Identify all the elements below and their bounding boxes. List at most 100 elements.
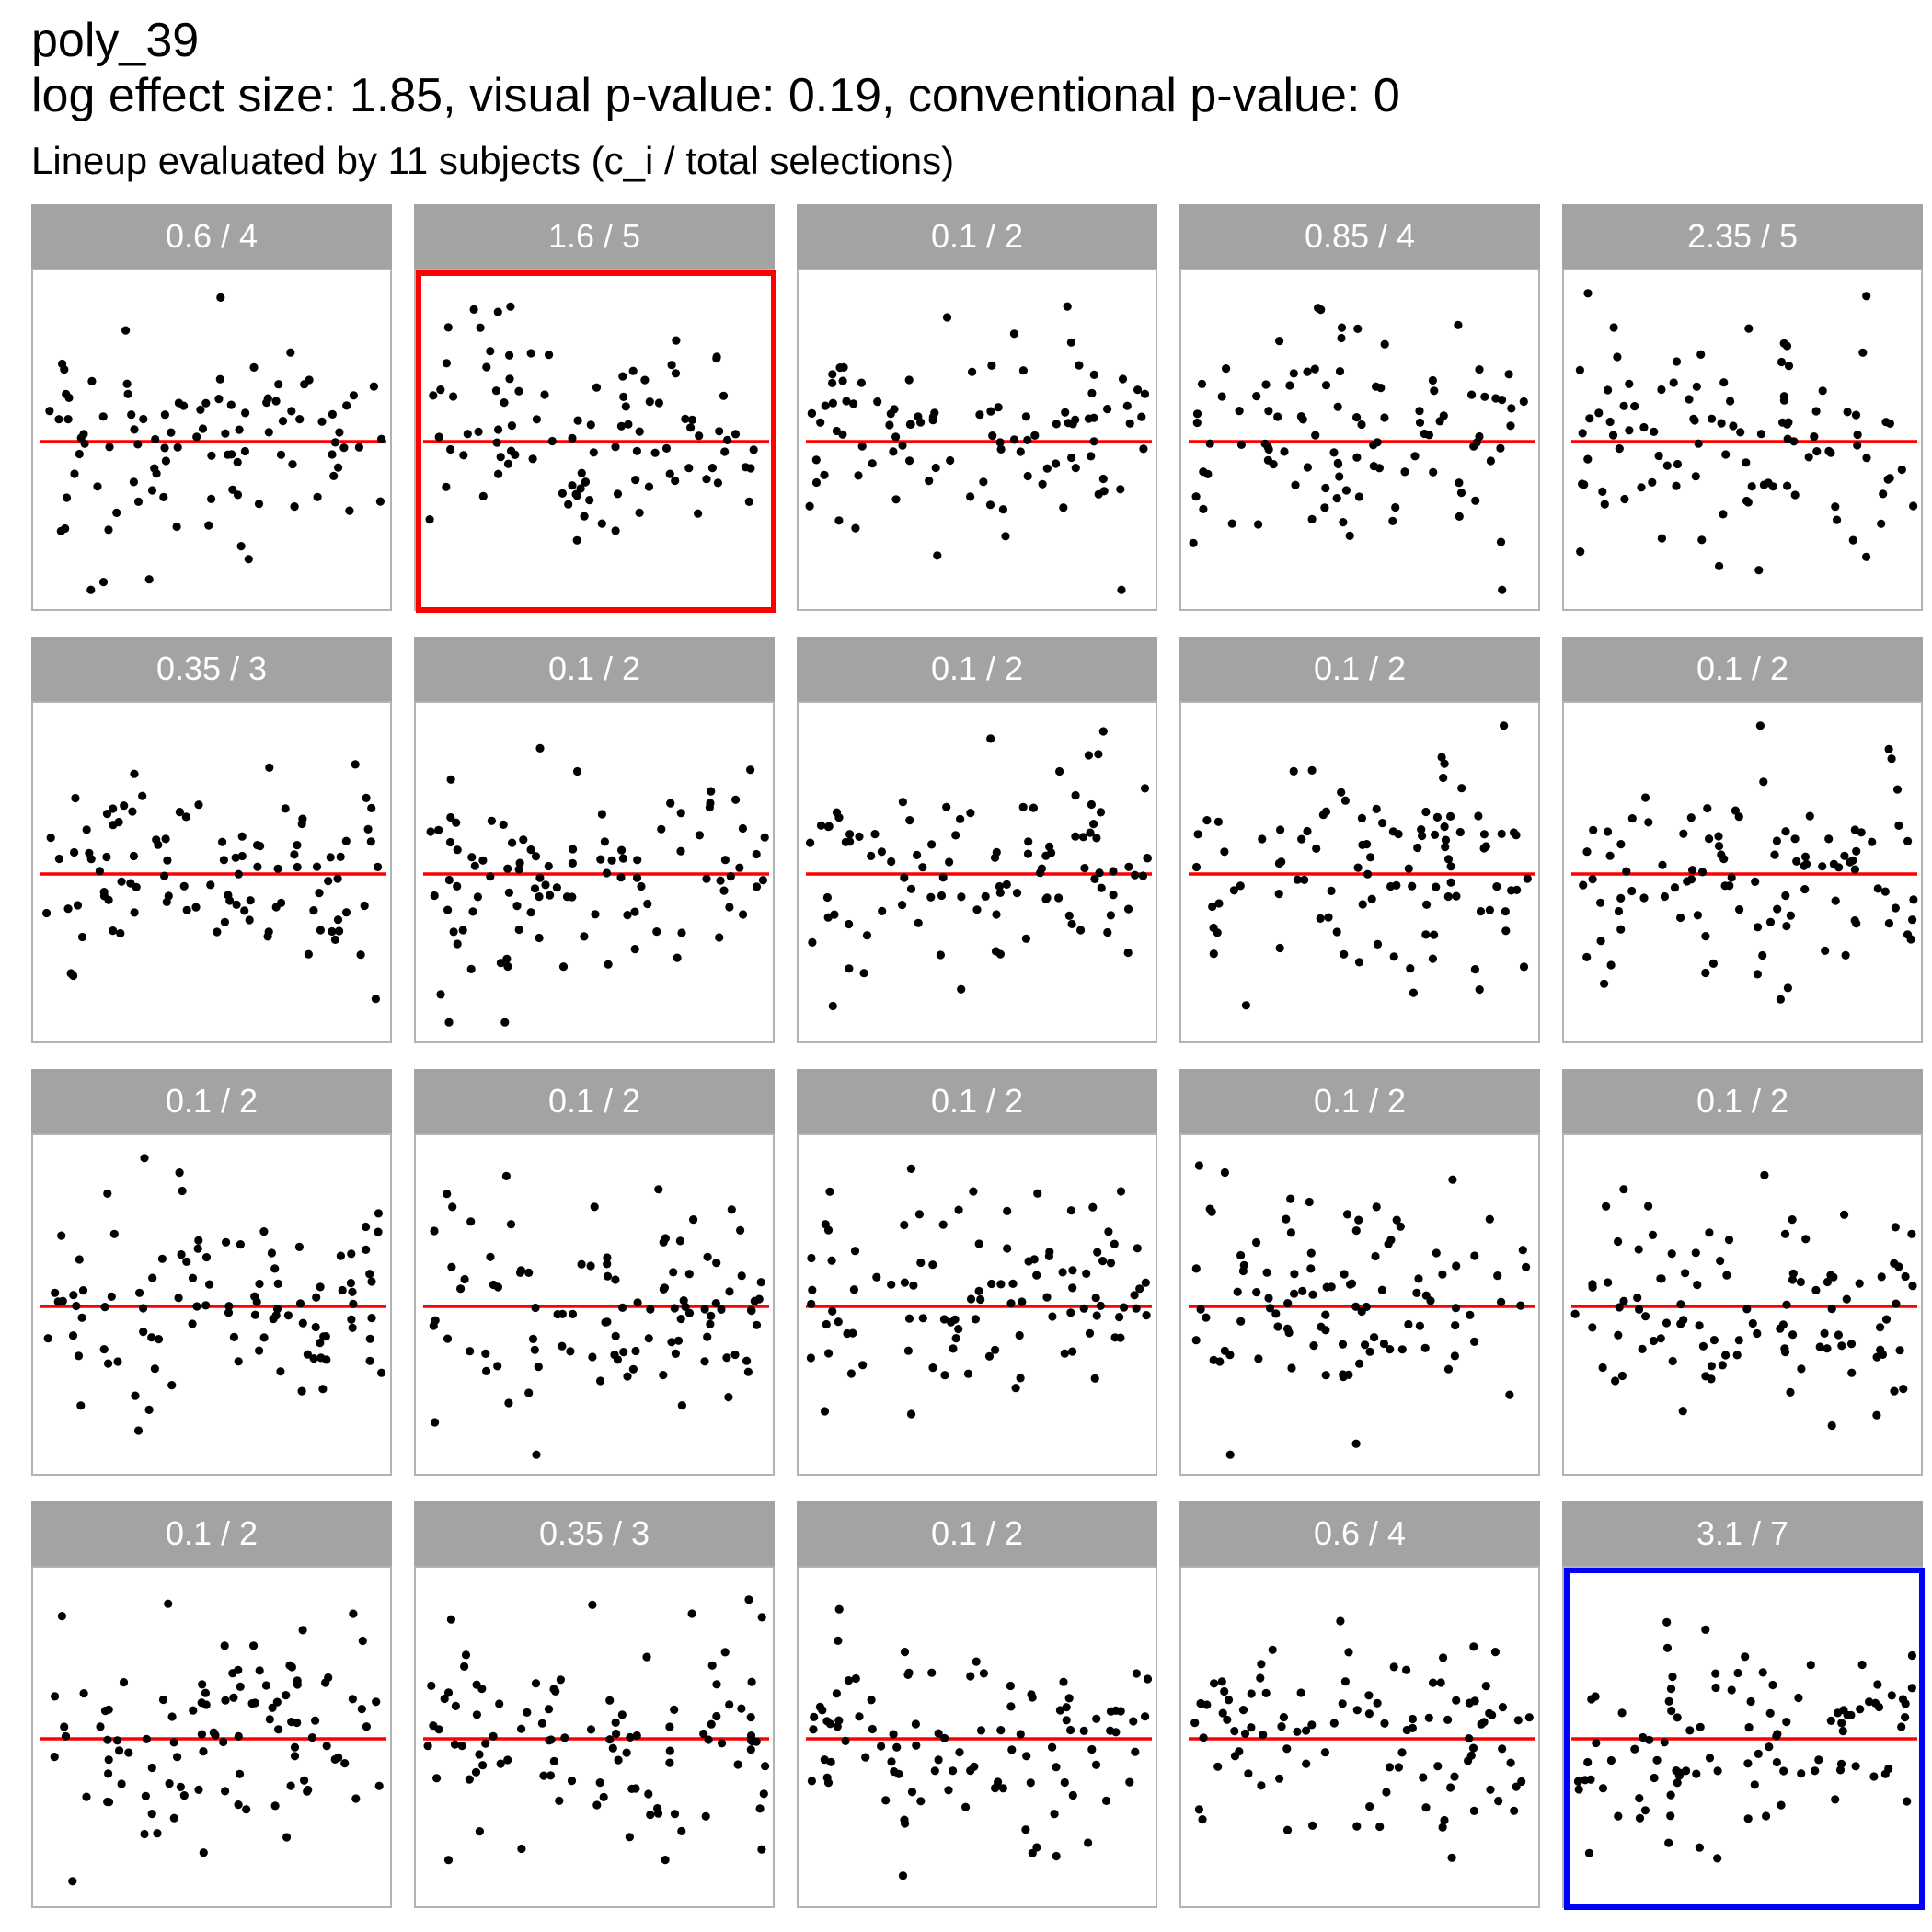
scatter-point [281,804,290,813]
scatter-point [434,432,443,442]
scatter-point [494,425,503,434]
facet-plot-area [1179,269,1540,611]
scatter-point [558,1309,567,1318]
scatter-point [1783,420,1792,429]
scatter-point [1852,846,1861,856]
scatter-point [1506,421,1515,431]
scatter-point [267,1248,276,1258]
scatter-point [974,1239,983,1248]
scatter-point [476,323,485,332]
scatter-point [1575,365,1584,374]
scatter-point [1676,913,1685,923]
scatter-point [443,1334,453,1343]
scatter-point [1199,1733,1208,1742]
scatter-point [1293,1727,1302,1736]
scatter-point [1096,1301,1105,1310]
scatter-point [592,1800,602,1810]
scatter-point [1750,1780,1759,1789]
scatter-point [569,845,578,854]
scatter-point [1858,348,1868,357]
chart-caption: Lineup evaluated by 11 subjects (c_i / t… [31,139,955,182]
scatter-point [138,791,147,800]
scatter-point [201,1253,212,1262]
scatter-point [1850,916,1859,926]
scatter-point [628,1364,638,1374]
scatter-point [1588,1323,1597,1332]
scatter-point [174,1294,183,1303]
scatter-point [129,851,138,861]
scatter-point [1123,948,1133,958]
facet-strip-label: 0.1 / 2 [31,1501,392,1566]
scatter-point [720,447,730,456]
scatter-point [481,1349,490,1358]
scatter-point [1754,923,1763,932]
scatter-point [1720,881,1730,891]
scatter-point [1589,825,1598,834]
facet-panel-17: 0.35 / 3 [414,1501,775,1908]
scatter-point [71,793,80,803]
scatter-point [1338,1340,1348,1349]
scatter-point [746,1731,756,1741]
scatter-point [277,898,286,907]
scatter-point [1371,1251,1380,1261]
scatter-point [1018,366,1028,375]
scatter-point [1032,1271,1041,1280]
scatter-point [329,471,339,480]
scatter-point [78,1286,88,1295]
scatter-point [330,1754,339,1764]
scatter-point [1091,1760,1101,1769]
scatter-point [1192,418,1202,428]
scatter-point [1451,1321,1460,1330]
scatter-point [671,476,680,486]
scatter-point [630,907,639,916]
scatter-point [1523,874,1532,883]
scatter-point [1600,979,1609,988]
scatter-point [1064,911,1074,920]
scatter-point [954,1205,963,1214]
scatter-point [1262,1268,1271,1277]
scatter-point [1337,333,1346,343]
scatter-point [1657,385,1666,395]
scatter-point [1071,464,1080,473]
scatter-point [858,1361,868,1370]
scatter-point [1095,868,1104,878]
scatter-point [738,823,747,834]
scatter-point [934,1729,943,1738]
scatter-point [1676,1300,1685,1309]
scatter-point [1666,1685,1676,1694]
scatter-point [1641,1312,1650,1321]
scatter-point [595,1778,604,1788]
scatter-point [611,1275,620,1284]
scatter-point [912,1741,921,1750]
scatter-point [234,1357,243,1366]
scatter-point [1110,1239,1119,1248]
scatter-point [1003,1244,1012,1253]
scatter-point [1578,429,1587,438]
scatter-point [733,1760,742,1769]
scatter-point [1333,402,1342,411]
scatter-point [1338,1699,1347,1708]
scatter-point [142,1734,151,1743]
scatter-point [1865,1697,1874,1707]
scatter-point [719,886,729,895]
scatter-point [1197,1699,1206,1708]
scatter-point [820,1755,829,1765]
scatter-point [1075,361,1084,370]
scatter-point [54,415,63,424]
scatter-point [1417,825,1426,834]
scatter-point [631,476,640,485]
scatter-point [234,869,243,879]
scatter-point [1698,1341,1708,1351]
facet-plot-area [31,1133,392,1476]
scatter-point [245,915,254,925]
scatter-point [904,1314,914,1323]
scatter-point [1018,1297,1027,1306]
scatter-point [1475,431,1484,442]
scatter-point [261,1681,270,1690]
scatter-point [1080,864,1089,873]
scatter-point [445,837,455,847]
scatter-point [77,1313,86,1322]
scatter-point [968,367,977,376]
scatter-point [526,908,535,917]
scatter-point [482,362,491,372]
